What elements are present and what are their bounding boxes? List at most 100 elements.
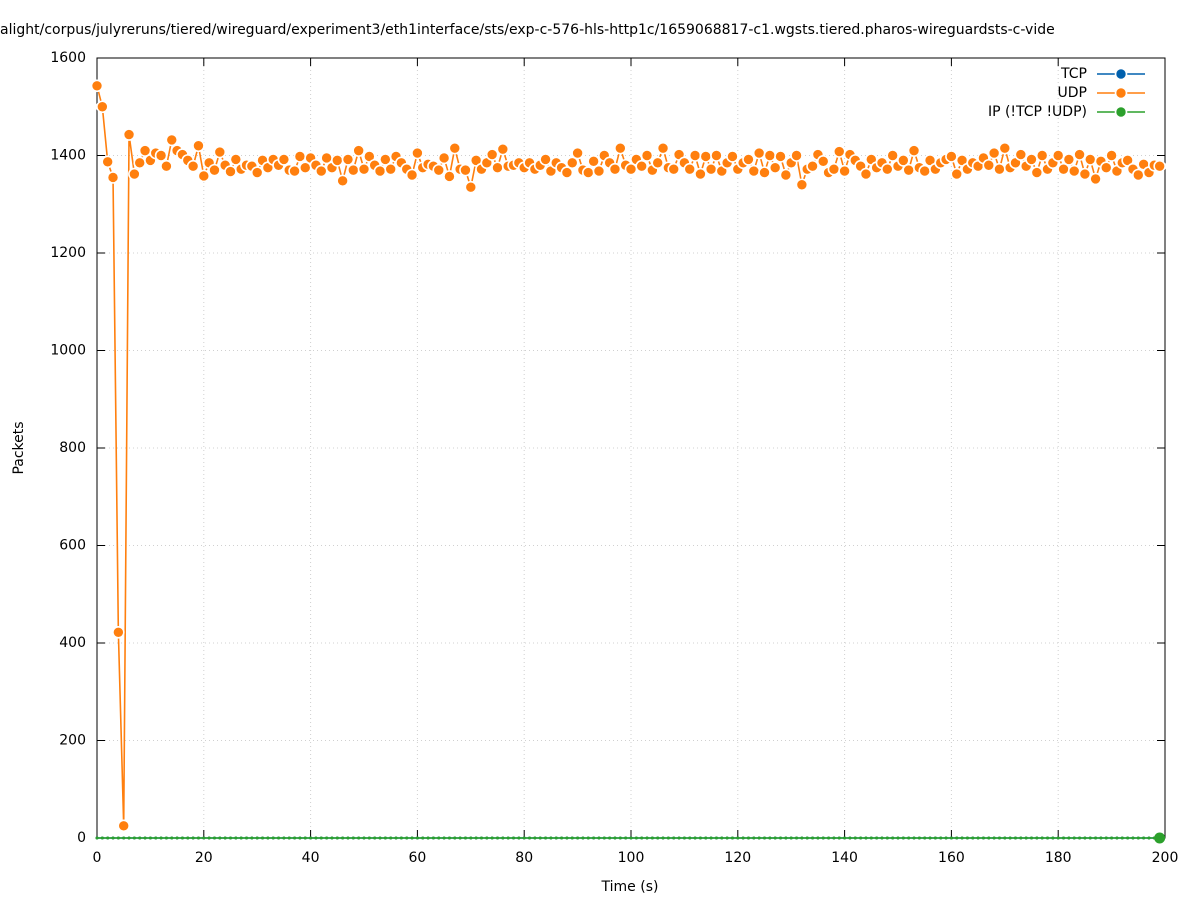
x-tick-label: 140 [831,850,858,866]
data-point [341,836,345,840]
data-point [725,836,729,840]
data-point [218,836,222,840]
data-point [763,836,766,840]
data-point [960,836,964,840]
data-point [191,836,195,840]
data-point [816,155,830,168]
data-point [949,836,953,840]
data-point [437,151,451,165]
data-point [1008,836,1012,840]
data-point [399,836,403,840]
data-point [207,836,211,840]
data-point [463,836,467,840]
data-point [1120,836,1124,840]
data-point [891,836,895,840]
x-tick-label: 120 [724,850,751,866]
data-point [881,162,894,176]
data-point [704,836,708,840]
data-point [164,836,168,840]
data-point [95,836,99,840]
data-point [618,836,622,840]
y-tick-label: 1000 [50,343,86,359]
data-point [186,836,190,840]
data-point [683,162,697,176]
data-point [1078,836,1082,840]
data-point [651,156,665,170]
data-point [587,155,600,168]
data-point [229,153,243,166]
data-point [997,836,1001,840]
data-point [101,155,114,169]
data-point [522,836,526,840]
data-point [774,150,787,163]
data-point [688,836,692,840]
data-point [838,164,851,178]
data-point [666,836,670,840]
data-point [709,836,713,840]
data-point [752,836,756,840]
data-point [821,836,825,840]
data-point [1147,836,1151,840]
data-point [827,836,831,840]
data-point [106,836,110,840]
data-point [1105,149,1118,162]
data-point [950,167,964,181]
data-point [789,836,793,840]
data-point [699,150,713,163]
data-point [730,836,734,840]
data-point [560,166,574,179]
data-point [373,836,377,840]
data-point [479,836,483,840]
data-point [224,165,237,178]
data-point [1078,167,1092,181]
data-point [1051,836,1055,840]
data-point [138,836,142,840]
data-point [928,836,932,840]
data-point [325,836,329,840]
data-point [827,162,841,176]
data-point [581,166,595,179]
data-point [1115,836,1119,840]
data-point [987,146,1001,160]
data-point [608,836,612,840]
data-point [576,836,580,840]
data-point [944,836,948,840]
data-point [271,836,275,840]
data-point [965,836,969,840]
data-point [143,836,147,840]
data-point [859,836,863,840]
data-point [779,168,793,182]
data-point [351,836,355,840]
x-tick-label: 100 [618,850,645,866]
data-point [629,836,633,840]
data-point [411,146,424,160]
data-point [1013,836,1017,840]
data-point [485,836,489,840]
data-point [127,836,131,840]
data-point [239,836,243,840]
data-point [512,836,516,840]
data-point [592,164,606,178]
y-tick-label: 400 [59,635,86,651]
data-point [586,836,590,840]
data-point [448,141,462,155]
data-point [330,154,344,167]
data-point [544,836,548,840]
data-point [170,836,174,840]
data-point [303,836,307,840]
data-point [581,836,585,840]
data-point [491,161,504,174]
data-point [277,836,281,840]
data-point [1040,836,1044,840]
series-line [96,85,1160,826]
data-point [864,836,868,840]
data-point [1153,159,1166,173]
data-point [837,836,841,840]
data-point [843,836,847,840]
data-point [192,139,205,153]
data-point [661,836,665,840]
data-point [720,836,724,840]
data-point [688,149,702,162]
data-point [447,836,451,840]
